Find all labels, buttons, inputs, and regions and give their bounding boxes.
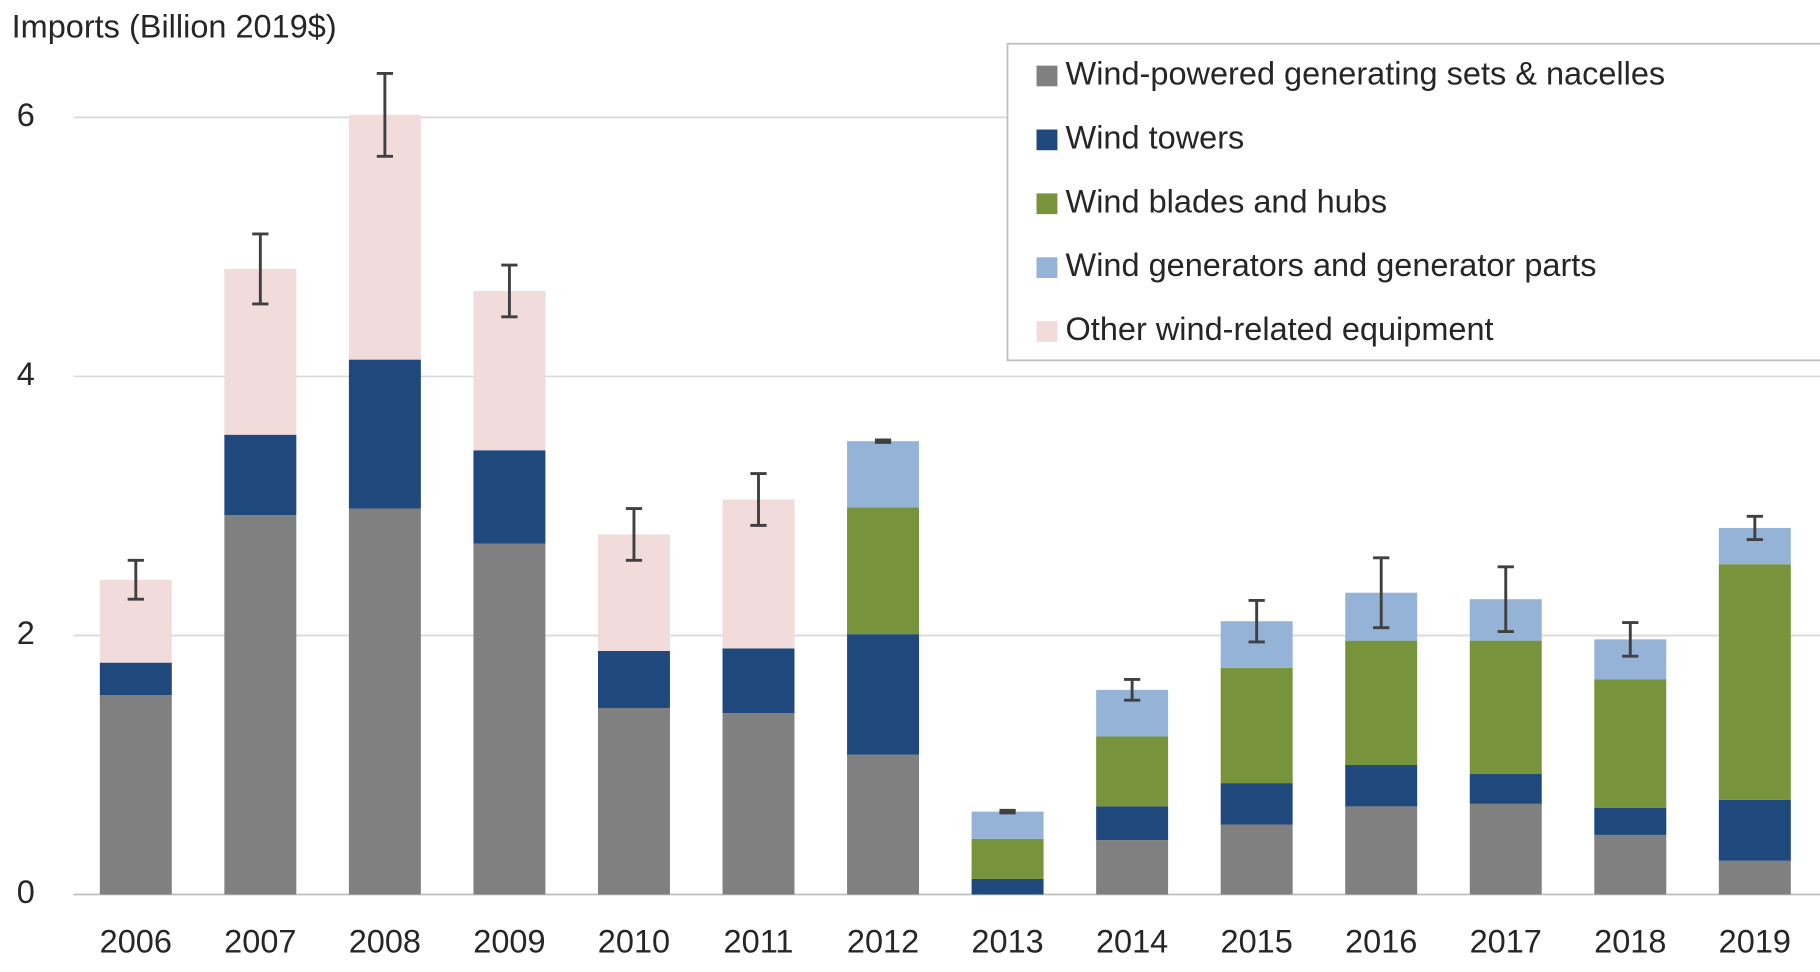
legend-label: Other wind-related equipment [1066, 311, 1494, 347]
bar-segment [224, 435, 296, 515]
x-tick-label: 2016 [1345, 924, 1417, 960]
bar-segment [473, 544, 545, 895]
legend-label: Wind generators and generator parts [1066, 247, 1597, 283]
bar-segment [1096, 806, 1168, 840]
legend-swatch [1037, 321, 1058, 342]
legend-label: Wind towers [1066, 120, 1245, 156]
bar-segment [1345, 641, 1417, 765]
legend-swatch [1037, 193, 1058, 214]
error-bar [875, 440, 891, 443]
bar-segment [100, 695, 172, 894]
x-tick-label: 2009 [473, 924, 545, 960]
bar-segment [598, 708, 670, 894]
x-tick-label: 2019 [1719, 924, 1791, 960]
legend-swatch [1037, 130, 1058, 151]
x-tick-label: 2018 [1594, 924, 1666, 960]
x-tick-label: 2011 [724, 924, 794, 960]
x-tick-label: 2015 [1221, 924, 1293, 960]
bar-segment [847, 755, 919, 895]
x-tick-label: 2007 [224, 924, 296, 960]
bar-segment [1594, 808, 1666, 835]
x-tick-label: 2008 [349, 924, 421, 960]
bar-segment [1096, 736, 1168, 806]
legend-swatch [1037, 66, 1058, 87]
bar-segment [1470, 804, 1542, 895]
bar-segment [972, 879, 1044, 895]
bar-segment [847, 634, 919, 754]
x-tick-label: 2017 [1470, 924, 1542, 960]
x-tick-label: 2014 [1096, 924, 1168, 960]
bar-segment [847, 441, 919, 507]
legend-label: Wind blades and hubs [1066, 183, 1388, 219]
bar-segment [972, 839, 1044, 879]
bar-segment [1096, 840, 1168, 894]
bar-segment [349, 509, 421, 895]
x-tick-label: 2012 [847, 924, 919, 960]
bar-segment [349, 360, 421, 509]
y-axis-label: Imports (Billion 2019$) [12, 8, 337, 44]
bar-segment [1594, 679, 1666, 807]
bar-segment [1470, 774, 1542, 804]
x-tick-label: 2010 [598, 924, 670, 960]
bar-segment [100, 663, 172, 695]
bar-segment [847, 507, 919, 634]
x-tick-label: 2006 [100, 924, 172, 960]
bar-segment [1470, 641, 1542, 774]
bar-segment [1221, 783, 1293, 824]
y-tick-label: 6 [17, 97, 35, 133]
bar-segment [1719, 800, 1791, 861]
y-tick-label: 0 [17, 874, 35, 910]
legend-swatch [1037, 257, 1058, 278]
bar-segment [723, 648, 795, 713]
bar-segment [1719, 861, 1791, 895]
bar-segment [1221, 668, 1293, 783]
bar-segment [224, 515, 296, 894]
y-tick-label: 2 [17, 615, 35, 651]
x-tick-label: 2013 [971, 924, 1043, 960]
bar-segment [598, 651, 670, 708]
bar-segment [1719, 564, 1791, 800]
bar-segment [1594, 835, 1666, 895]
error-bar [999, 810, 1015, 813]
bar-segment [1345, 765, 1417, 806]
bar-segment [1221, 825, 1293, 895]
bar-segment [972, 812, 1044, 839]
legend-label: Wind-powered generating sets & nacelles [1066, 56, 1666, 92]
bar-segment [473, 450, 545, 543]
y-tick-label: 4 [17, 356, 35, 392]
bar-segment [1345, 806, 1417, 894]
bar-segment [723, 713, 795, 894]
